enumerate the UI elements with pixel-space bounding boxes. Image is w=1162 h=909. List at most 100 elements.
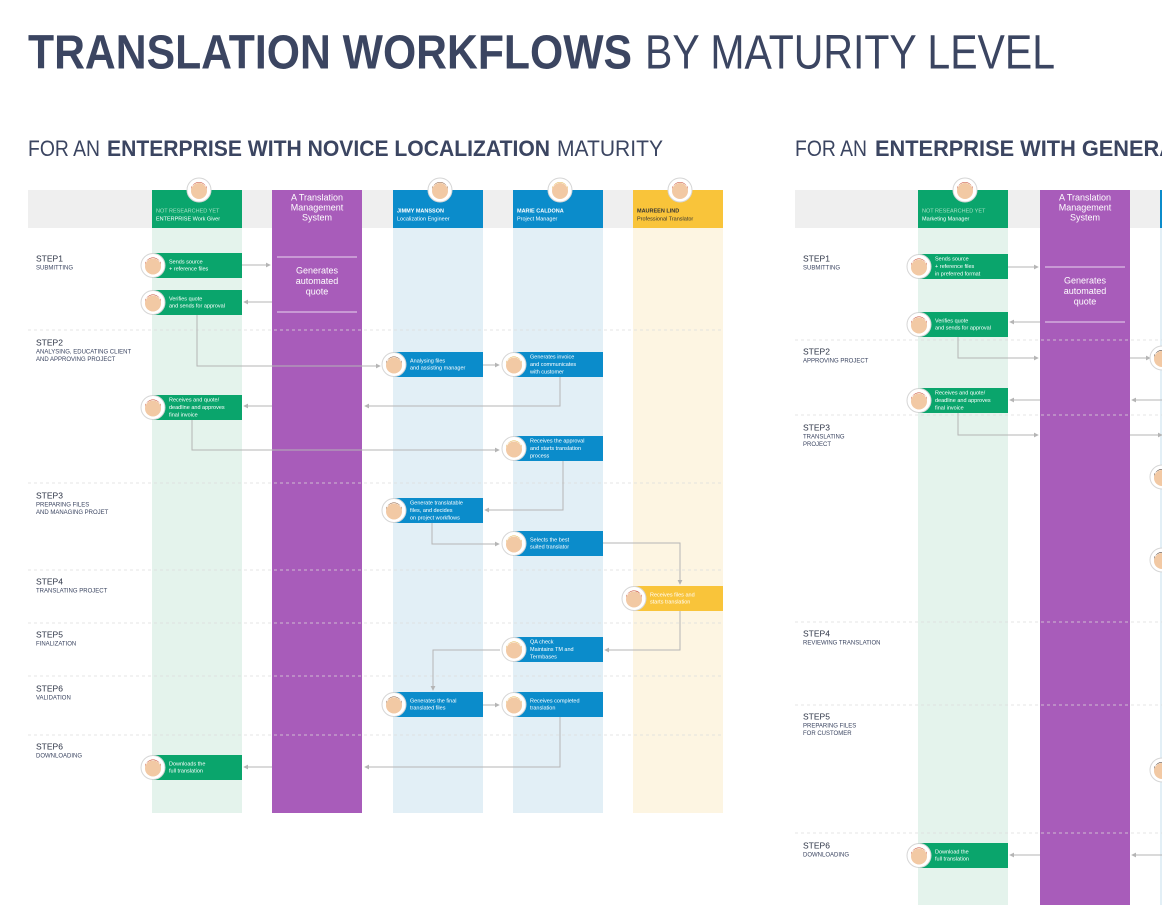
- avatar-face: [145, 258, 161, 275]
- task-text: QA check: [530, 640, 554, 646]
- avatar-face: [191, 183, 207, 199]
- tms-name: A Translation: [291, 192, 343, 202]
- arrow: [364, 377, 561, 409]
- lane-role: Marketing Manager: [922, 216, 970, 222]
- step-desc: AND APPROVING PROJECT: [36, 357, 116, 363]
- task-text: Receives files and: [650, 592, 695, 598]
- tms-name: System: [302, 212, 332, 222]
- step-label: STEP3: [36, 490, 63, 500]
- panel-heading-bold: ENTERPRISE WITH NOVICE LOCALIZATION: [107, 136, 550, 161]
- task-text: full translation: [169, 769, 203, 775]
- avatar-face: [145, 760, 161, 777]
- task-text: deadline and approves: [935, 398, 991, 404]
- step-label: STEP1: [803, 253, 830, 263]
- step-desc: SUBMITTING: [803, 266, 840, 272]
- step-desc: TRANSLATING PROJECT: [36, 589, 108, 595]
- step-label: STEP5: [803, 711, 830, 721]
- arrow: [604, 611, 681, 653]
- task-box: [513, 436, 603, 461]
- avatar-face: [911, 848, 927, 865]
- arrow: [364, 717, 561, 770]
- task-text: and assisting manager: [410, 366, 466, 372]
- step-desc: REVIEWING TRANSLATION: [803, 641, 880, 647]
- avatar-face: [386, 697, 402, 714]
- task-text: final invoice: [935, 405, 964, 411]
- task-text: Sends source: [935, 257, 969, 263]
- step-desc: ANALYSING, EDUCATING CLIENT: [36, 350, 131, 356]
- arrow: [431, 523, 500, 547]
- task-text: starts translation: [650, 600, 690, 606]
- task-text: Generates invoice: [530, 355, 574, 361]
- task-text: Selects the best: [530, 537, 570, 543]
- step-label: STEP4: [36, 576, 63, 586]
- avatar-face: [957, 183, 973, 199]
- avatar-face: [1154, 351, 1162, 367]
- task-box: [918, 388, 1008, 413]
- step-desc: AND MANAGING PROJET: [36, 510, 109, 516]
- avatar-face: [552, 183, 568, 199]
- step-desc: VALIDATION: [36, 696, 71, 702]
- task-box: [152, 253, 242, 278]
- avatar-face: [1154, 763, 1162, 779]
- task-box: [152, 755, 242, 780]
- step-desc: FOR CUSTOMER: [803, 731, 852, 737]
- step-label: STEP6: [36, 741, 63, 751]
- tms-name: Management: [291, 202, 344, 212]
- avatar-face: [386, 503, 402, 520]
- lane-role: ENTERPRISE Work Giver: [156, 216, 220, 222]
- panel-heading-bold: ENTERPRISE WITH GENERA: [875, 136, 1162, 161]
- task-text: Download the: [935, 849, 969, 855]
- lane-body: [918, 228, 1008, 905]
- task-text: Receives and quote/: [169, 398, 220, 404]
- avatar-face: [911, 317, 927, 334]
- lane-person: MAUREEN LIND: [637, 208, 679, 214]
- arrow: [430, 649, 500, 691]
- arrow: [957, 412, 1039, 438]
- step-label: STEP2: [803, 346, 830, 356]
- lane-role: Project Manager: [517, 216, 558, 222]
- task-text: on project workflows: [410, 515, 460, 521]
- avatar-face: [1154, 553, 1162, 569]
- step-label: STEP1: [36, 253, 63, 263]
- task-box: [513, 531, 603, 556]
- step-desc: SUBMITTING: [36, 266, 73, 272]
- task-text: in preferred format: [935, 271, 981, 277]
- tms-lane: [272, 190, 362, 813]
- avatar-face: [672, 183, 688, 199]
- task-text: Receives the approval: [530, 439, 584, 445]
- step-desc: FINALIZATION: [36, 642, 76, 648]
- avatar-face: [911, 259, 927, 276]
- avatar-face: [506, 441, 522, 458]
- task-text: and sends for approval: [935, 326, 991, 332]
- task-text: and sends for approval: [169, 304, 225, 310]
- task-box: [918, 254, 1008, 279]
- lane-role: Professional Translator: [637, 216, 693, 222]
- tms-task: automated: [1064, 286, 1107, 296]
- task-text: + reference files: [935, 264, 975, 270]
- task-text: Generate translatable: [410, 501, 463, 507]
- step-label: STEP6: [803, 840, 830, 850]
- tms-task: quote: [1074, 296, 1097, 306]
- lane-person: MARIE CALDONA: [517, 208, 564, 214]
- task-text: Maintains TM and: [530, 647, 574, 653]
- lane-body: [513, 228, 603, 813]
- step-label: STEP3: [803, 422, 830, 432]
- step-label: STEP6: [36, 683, 63, 693]
- avatar-face: [506, 357, 522, 374]
- step-label: STEP4: [803, 628, 830, 638]
- step-label: STEP2: [36, 337, 63, 347]
- task-box: [918, 843, 1008, 868]
- tms-task: Generates: [296, 265, 339, 275]
- task-text: with customer: [529, 369, 564, 375]
- arrow: [196, 315, 381, 369]
- step-desc: DOWNLOADING: [803, 853, 849, 859]
- tms-task: quote: [306, 286, 329, 296]
- task-text: Generates the final: [410, 698, 456, 704]
- task-box: [513, 352, 603, 377]
- step-desc: APPROVING PROJECT: [803, 359, 869, 365]
- panel-heading: FOR AN: [795, 136, 867, 161]
- tms-task: automated: [296, 276, 339, 286]
- lane-person: JIMMY MANSSON: [397, 208, 444, 214]
